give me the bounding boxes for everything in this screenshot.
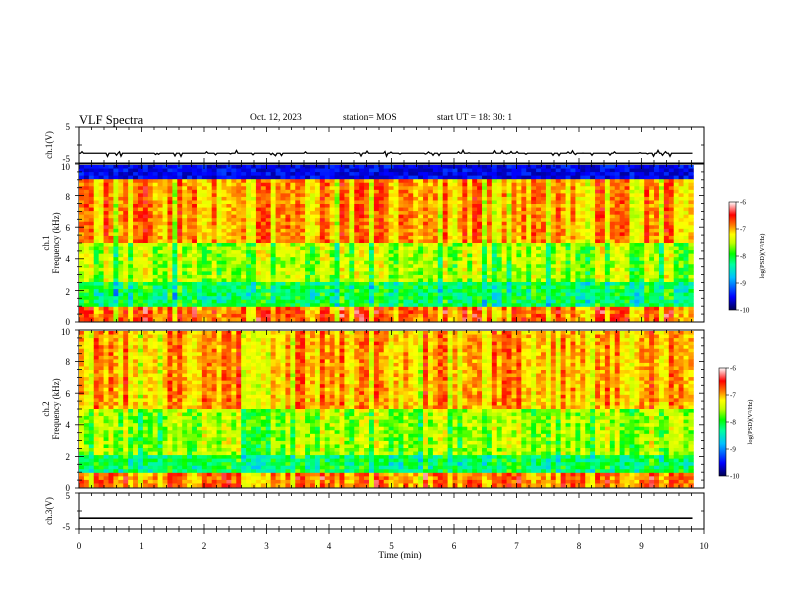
xtick-1: 1 (139, 541, 144, 551)
ch2s-ytick-6: 6 (66, 389, 71, 399)
ch2s-ytick-2: 2 (66, 452, 71, 462)
xtick-5: 5 (389, 541, 394, 551)
xtick-9: 9 (639, 541, 644, 551)
ch1s-ytick-6: 6 (66, 223, 71, 233)
ch1s-ytick-10: 10 (61, 162, 71, 172)
ch2s-ytick-8: 8 (66, 357, 71, 367)
colorbar-tick-label: -6 (730, 365, 736, 373)
ch3-ytick-neg5: -5 (63, 522, 71, 532)
ch2s-ytick-0: 0 (66, 483, 71, 493)
colorbar-tick-label: -9 (730, 446, 736, 454)
ch3-ytick-5: 5 (66, 491, 71, 501)
start-time-label: start UT = 18: 30: 1 (437, 113, 513, 123)
colorbar-tick-label: -10 (740, 307, 750, 315)
xtick-3: 3 (264, 541, 269, 551)
ch2-colorbar-label: log(PSD)(V²/Hz) (747, 400, 754, 445)
xtick-2: 2 (202, 541, 207, 551)
ch1-spectrogram-ylabel: ch.1Frequency (kHz) (41, 212, 61, 273)
ch1s-ytick-4: 4 (66, 254, 71, 264)
ch1-waveform-ylabel: ch.1(V) (44, 131, 54, 159)
ch1-colorbar-label: log(PSD)(V²/Hz) (759, 234, 766, 279)
ch1-colorbar: -6 -7 -8 -9 -10 log(PSD)(V²/Hz) (728, 199, 766, 315)
ch1-ytick-neg5: -5 (63, 154, 71, 164)
observation-date: Oct. 12, 2023 (250, 113, 302, 123)
ch1s-ytick-2: 2 (66, 287, 71, 297)
figure-title: VLF Spectra (79, 113, 144, 127)
colorbar-tick-label: -8 (740, 253, 746, 261)
ch2-spectrogram-ylabel: ch.2Frequency (kHz) (41, 378, 61, 439)
ch1s-ytick-8: 8 (66, 192, 71, 202)
colorbar-tick-label: -9 (740, 280, 746, 288)
colorbar-tick-label: -6 (740, 199, 746, 207)
x-axis-label: Time (min) (378, 550, 421, 561)
xtick-4: 4 (327, 541, 332, 551)
ch3-waveform-ylabel: ch.3(V) (44, 497, 54, 525)
colorbar-tick-label: -7 (740, 226, 746, 234)
ch2-spectrogram-image (79, 331, 694, 488)
ch2s-ytick-4: 4 (66, 420, 71, 430)
ch1-waveform-frame (78, 126, 705, 164)
colorbar-tick-label: -7 (730, 392, 736, 400)
xtick-10: 10 (700, 541, 710, 551)
colorbar-tick-label: -8 (730, 419, 736, 427)
station-label: station= MOS (343, 113, 397, 123)
ch1-spectrogram-image (79, 165, 694, 322)
xtick-7: 7 (514, 541, 519, 551)
axis-ticks (75, 126, 705, 534)
ch1-waveform-trace (79, 148, 693, 158)
ch1-ytick-5: 5 (66, 122, 71, 132)
xtick-0: 0 (77, 541, 82, 551)
ch2s-ytick-10: 10 (61, 327, 71, 337)
ch2-colorbar: -6 -7 -8 -9 -10 log(PSD)(V²/Hz) (718, 365, 754, 481)
xtick-8: 8 (577, 541, 582, 551)
colorbar-tick-label: -10 (730, 473, 740, 481)
ch3-waveform-frame (78, 492, 705, 530)
xtick-6: 6 (452, 541, 457, 551)
ch1s-ytick-0: 0 (66, 317, 71, 327)
